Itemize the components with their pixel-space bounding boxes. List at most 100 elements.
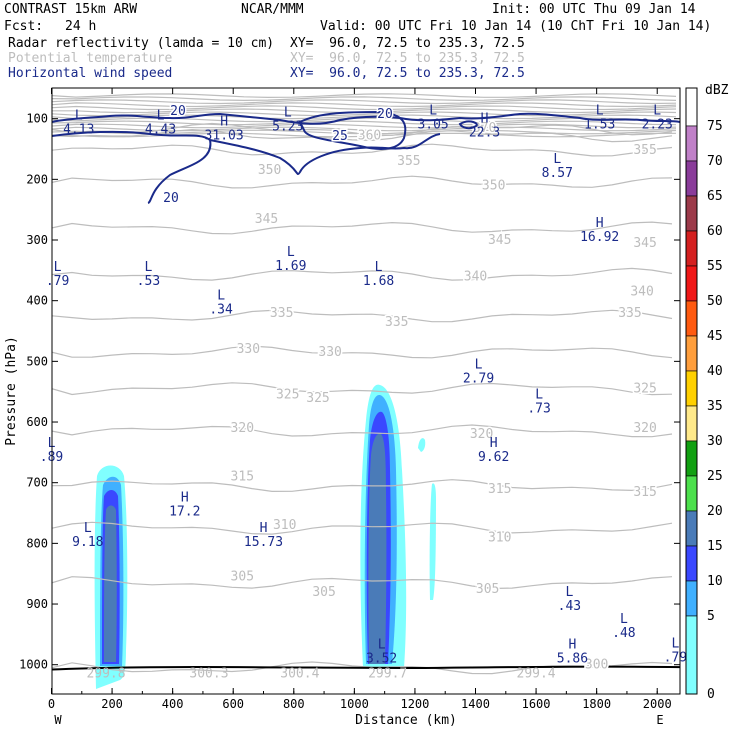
theta-label: 305 [476,582,499,597]
field-xy-wind: XY= 96.0, 72.5 to 235.3, 72.5 [290,66,525,81]
colorbar-segment [685,195,698,232]
extremum-value: 9.62 [478,450,509,465]
y-tick-label: 1000 [19,658,48,672]
y-tick-label: 200 [26,172,48,186]
extremum-value: .79 [46,274,69,289]
theta-contour-345 [52,221,673,235]
extremum-mark: L [217,289,225,304]
colorbar-segment [685,160,698,197]
extremum-mark: H [260,521,268,536]
extremum-value: 1.53 [584,118,615,133]
theta-label: 325 [633,382,656,397]
x-tick-label: 1800 [582,697,611,711]
extremum-value: 8.57 [542,166,573,181]
extremum-value: 1.69 [275,259,306,274]
theta-label: 310 [273,518,296,533]
theta-contour-upper [52,93,677,99]
x-tick-label: 0 [48,697,55,711]
theta-surface-label: 300.4 [280,667,319,682]
theta-contour-upper [52,126,677,132]
extremum-value: 31.03 [205,129,244,144]
extremum-mark: H [596,216,604,231]
wind-contour-label: 20 [170,104,186,119]
extremum-value: .34 [209,303,233,318]
fcst-label: Fcst: [4,19,44,34]
theta-label: 330 [237,342,260,357]
y-tick-label: 900 [26,597,48,611]
theta-contour-355 [52,143,673,157]
colorbar-segment [685,125,698,162]
colorbar-level: 75 [707,119,723,134]
colorbar-level: 30 [707,434,723,449]
theta-label: 305 [312,585,335,600]
fcst-value: 24 h [65,19,97,34]
field-xy-theta: XY= 96.0, 72.5 to 235.3, 72.5 [290,51,525,66]
extremum-value: 4.13 [63,123,94,138]
extremum-mark: H [481,112,489,127]
theta-contour-upper [52,120,677,126]
theta-label: 310 [488,530,511,545]
theta-label: 325 [276,388,299,403]
colorbar-level: 20 [707,504,723,519]
colorbar-level: 15 [707,539,723,554]
extremum-mark: L [671,636,679,651]
extremum-mark: L [378,638,386,653]
colorbar-level: 70 [707,154,723,169]
colorbar-frame [685,87,698,695]
theta-surface-label: 299.8 [86,667,125,682]
theta-surface-label: 300.3 [189,667,228,682]
theta-contour-upper [52,123,677,129]
colorbar-segment [685,335,698,372]
x-end-east: E [656,713,663,727]
colorbar-segment [685,545,698,582]
plot-frame [51,87,681,695]
theta-label: 355 [633,143,656,158]
extremum-value: .43 [558,599,581,614]
extremum-value: .48 [612,626,635,641]
x-tick-label: 1400 [461,697,490,711]
theta-contour-335 [52,309,673,323]
extremum-mark: L [287,245,295,260]
extremum-value: .73 [527,402,550,417]
colorbar-level: 50 [707,294,723,309]
colorbar-level: 60 [707,224,723,239]
theta-contour-upper [52,96,677,102]
extremum-mark: H [490,436,498,451]
extremum-mark: H [569,638,577,653]
theta-label: 325 [306,391,329,406]
theta-label: 305 [231,570,254,585]
extremum-value: 5.23 [272,119,303,134]
theta-label: 320 [633,421,656,436]
extremum-mark: L [157,109,165,124]
extremum-mark: L [565,585,573,600]
theta-contour-upper [52,105,677,111]
wind-contour-20 [52,112,680,125]
extremum-value: 2.79 [463,371,494,386]
extremum-mark: L [553,152,561,167]
theta-label: 350 [258,163,281,178]
wind-contour-label: 20 [377,107,393,122]
valid-time: Valid: 00 UTC Fri 10 Jan 14 (10 ChT Fri … [320,19,712,34]
colorbar-level: 45 [707,329,723,344]
colorbar-segment [685,580,698,617]
extremum-value: .79 [664,650,687,665]
extremum-value: 5.86 [557,652,588,667]
colorbar-segment [685,265,698,302]
y-axis-label: Pressure (hPa) [4,336,19,446]
y-tick-label: 700 [26,476,48,490]
x-tick-label: 1200 [400,697,429,711]
theta-contour-340 [52,267,673,281]
colorbar-unit: dBZ [705,83,729,98]
theta-label: 335 [618,306,641,321]
x-tick-label: 600 [222,697,244,711]
theta-contour-320 [52,424,673,438]
colorbar-segment [685,510,698,547]
x-tick-label: 400 [162,697,184,711]
theta-label: 335 [270,306,293,321]
colorbar-level: 10 [707,574,723,589]
extremum-value: 4.43 [145,123,176,138]
colorbar-segment [685,370,698,407]
echo-streak [429,483,436,600]
theta-surface-label: 299.4 [517,667,556,682]
theta-label: 335 [385,315,408,330]
